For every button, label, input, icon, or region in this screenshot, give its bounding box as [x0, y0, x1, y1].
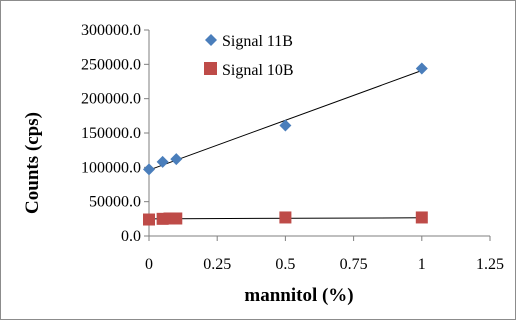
data-point-signal-11b	[156, 155, 169, 168]
y-tick-label: 50000.0	[89, 194, 141, 211]
legend-marker-diamond	[205, 34, 217, 46]
legend-item-signal-11b: Signal 11B	[205, 33, 293, 50]
data-point-signal-10b	[415, 211, 428, 224]
x-tick-label: 1	[418, 256, 426, 273]
y-tick-label: 150000.0	[81, 125, 141, 142]
x-tick-label: 1.25	[476, 256, 504, 273]
x-tick-label: 0.25	[203, 256, 231, 273]
y-tick-label: 0.0	[121, 228, 141, 245]
x-tick-label: 0.75	[340, 256, 368, 273]
legend-item-signal-10b: Signal 10B	[204, 62, 294, 79]
legend-label: Signal 11B	[222, 33, 293, 50]
data-point-signal-11b	[170, 153, 183, 166]
y-axis-title: Counts (cps)	[22, 112, 43, 214]
x-axis-ticks: 0 0.25 0.5 0.75 1 1.25	[145, 236, 504, 273]
data-point-signal-11b	[279, 119, 292, 132]
x-tick-label: 0.5	[275, 256, 295, 273]
data-point-signal-11b	[143, 163, 155, 176]
trendlines	[148, 70, 422, 220]
data-point-signal-11b	[415, 62, 428, 75]
y-tick-label: 200000.0	[81, 91, 141, 108]
y-tick-label: 250000.0	[81, 56, 141, 73]
legend-label: Signal 10B	[222, 62, 294, 79]
data-markers	[143, 62, 428, 226]
x-tick-label: 0	[145, 256, 153, 273]
legend: Signal 11B Signal 10B	[204, 33, 294, 79]
data-point-signal-10b	[170, 212, 183, 225]
data-point-signal-10b	[143, 213, 155, 226]
plot-area: 0.0 50000.0 100000.0 150000.0 200000.0 250000…	[81, 22, 504, 273]
y-tick-label: 300000.0	[81, 22, 141, 39]
y-axis-ticks: 0.0 50000.0 100000.0 150000.0 200000.0 250000…	[81, 22, 149, 245]
x-axis-title: mannitol (%)	[244, 285, 353, 306]
data-point-signal-10b	[279, 211, 292, 224]
legend-marker-square	[204, 62, 217, 75]
y-tick-label: 100000.0	[81, 159, 141, 176]
